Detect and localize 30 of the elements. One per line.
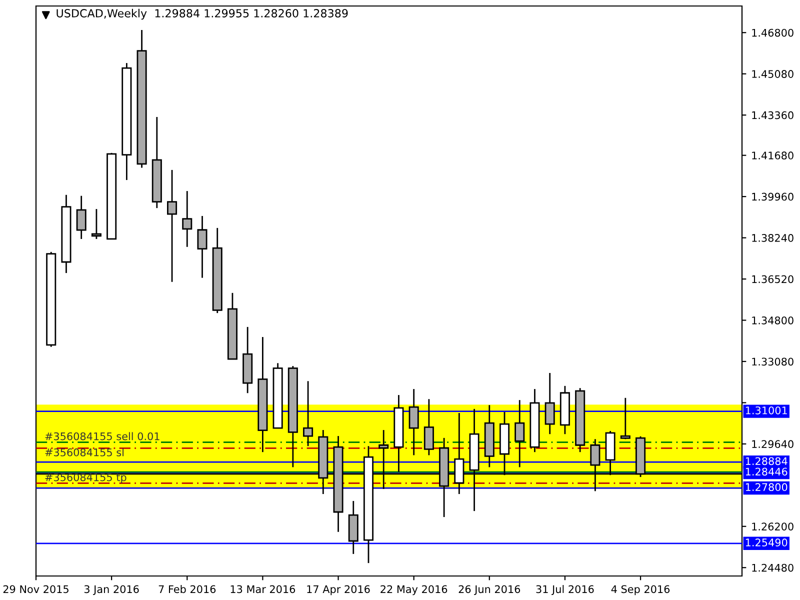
ref-line-label: 1.31001: [746, 406, 787, 414]
x-tick-label: 17 Apr 2016: [307, 585, 370, 596]
y-tick-label: 1.29640: [752, 440, 794, 448]
y-tick-label: 1.46800: [752, 28, 794, 37]
x-tick-label: 31 Jul 2016: [536, 585, 594, 596]
x-tick-label: 3 Jan 2016: [84, 585, 139, 596]
y-tick-label: 1.38240: [752, 234, 794, 242]
y-tick-label: 1.26200: [752, 522, 794, 530]
x-tick-label: 22 May 2016: [380, 585, 448, 596]
y-tick-label: 1.39960: [752, 192, 794, 201]
x-tick-label: 13 Mar 2016: [230, 585, 296, 594]
ref-line-label: #356084155 sell 0.01: [45, 432, 160, 440]
y-tick-label: 1.33080: [752, 358, 794, 366]
x-tick-label: 26 Jun 2016: [458, 585, 520, 596]
ref-line-label: 1.28446: [746, 468, 788, 476]
y-tick-label: 1.41680: [752, 152, 794, 160]
y-tick-label: 1.45080: [752, 70, 794, 78]
ref-line-label: #356084155 sl: [45, 448, 124, 456]
ref-line-label: 1.27800: [746, 483, 788, 492]
y-tick-label: 1.34800: [752, 316, 794, 324]
y-tick-label: 1.36520: [752, 275, 794, 284]
ref-line-label: #356084155 tp: [45, 473, 126, 484]
y-tick-label: 1.43360: [752, 111, 794, 120]
chart-title: USDCAD,Weekly 1.29884 1.29955 1.28260 1.28389: [56, 8, 348, 20]
ref-line-label: 1.25490: [746, 538, 788, 546]
x-tick-label: 4 Sep 2016: [611, 585, 670, 596]
y-tick-label: 1.24480: [752, 564, 794, 572]
ref-line-label: 1.28884: [746, 457, 788, 466]
x-tick-label: 7 Feb 2016: [158, 585, 216, 594]
x-tick-label: 29 Nov 2015: [3, 585, 68, 594]
